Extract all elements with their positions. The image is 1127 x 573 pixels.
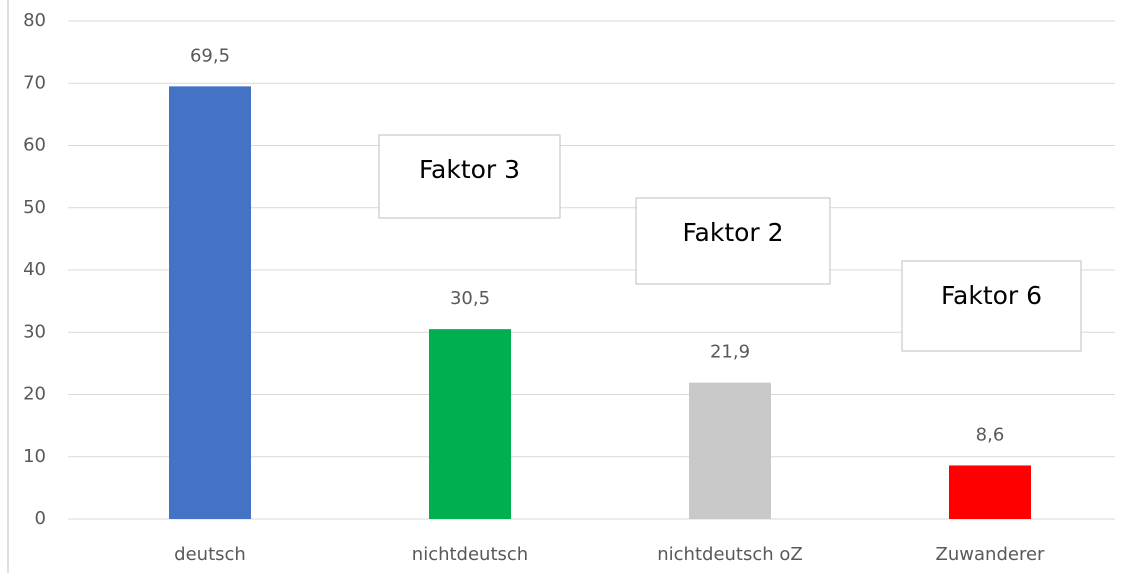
- y-tick-label: 10: [23, 446, 46, 467]
- bar: [429, 329, 511, 519]
- bar: [689, 382, 771, 519]
- x-tick-label: nichtdeutsch oZ: [657, 544, 803, 565]
- value-label: 21,9: [710, 342, 750, 363]
- y-tick-label: 40: [23, 259, 46, 280]
- y-tick-label: 0: [35, 508, 46, 529]
- y-tick-label: 70: [23, 72, 46, 93]
- y-tick-label: 60: [23, 135, 46, 156]
- y-tick-label: 50: [23, 197, 46, 218]
- annotation: Faktor 2: [682, 218, 783, 247]
- annotation-box: [635, 197, 831, 285]
- x-tick-label: nichtdeutsch: [412, 544, 528, 565]
- y-tick-label: 80: [23, 10, 46, 31]
- x-tick-label: Zuwanderer: [936, 544, 1045, 565]
- x-tick-label: deutsch: [174, 544, 246, 565]
- bar: [169, 86, 251, 520]
- value-label: 69,5: [190, 45, 230, 66]
- bar: [949, 465, 1031, 519]
- annotation-box: [378, 134, 561, 219]
- annotation: Faktor 6: [941, 281, 1042, 310]
- value-label: 8,6: [976, 424, 1005, 445]
- y-tick-label: 30: [23, 321, 46, 342]
- value-label: 30,5: [450, 288, 490, 309]
- y-tick-label: 20: [23, 384, 46, 405]
- annotation-box: [901, 260, 1082, 352]
- annotation: Faktor 3: [419, 155, 520, 184]
